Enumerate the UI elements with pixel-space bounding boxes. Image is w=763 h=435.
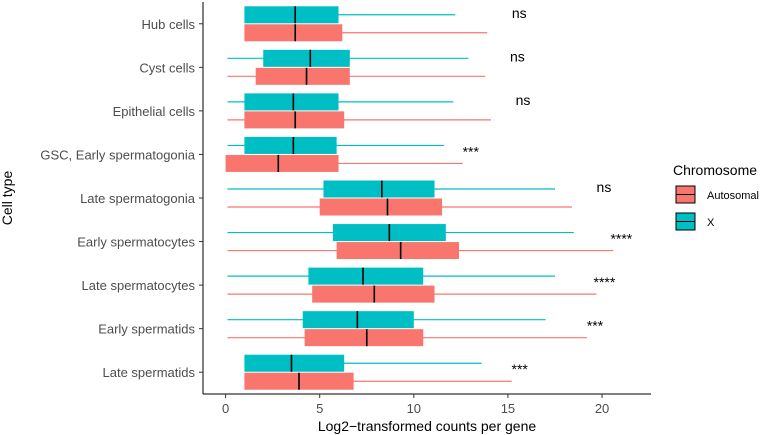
- significance-label: ****: [610, 231, 632, 247]
- significance-label: ns: [516, 92, 531, 108]
- autosomal-box: [244, 24, 343, 42]
- autosomal-box: [225, 154, 339, 172]
- significance-label: ***: [463, 143, 480, 159]
- y-tick-label: GSC, Early spermatogonia: [40, 147, 195, 162]
- autosomal-box: [312, 285, 435, 303]
- x-axis-title: Log2−transformed counts per gene: [318, 418, 537, 434]
- x-tick-label: 20: [595, 401, 609, 416]
- y-tick-label: Late spermatids: [103, 365, 196, 380]
- legend: Chromosome Autosomal X: [673, 162, 759, 231]
- significance-label: ns: [512, 5, 527, 21]
- x-tick-label: 0: [222, 401, 229, 416]
- x-tick-label: 15: [501, 401, 515, 416]
- x-box: [308, 267, 424, 285]
- x-box: [263, 49, 350, 67]
- x-tick-label: 5: [316, 401, 323, 416]
- legend-label-x: X: [707, 217, 715, 229]
- x-box: [244, 354, 345, 372]
- x-box: [244, 6, 339, 24]
- significance-label: ns: [597, 179, 612, 195]
- autosomal-box: [304, 329, 424, 347]
- significance-label: ns: [510, 48, 525, 64]
- y-tick-label: Early spermatocytes: [77, 235, 195, 250]
- y-axis-title: Cell type: [0, 171, 15, 226]
- legend-title: Chromosome: [673, 162, 757, 178]
- x-box: [302, 311, 414, 329]
- legend-label-autosomal: Autosomal: [707, 190, 759, 202]
- y-tick-label: Cyst cells: [139, 60, 195, 75]
- y-tick-label: Late spermatocytes: [82, 278, 196, 293]
- significance-label: ****: [594, 274, 616, 290]
- significance-label: ***: [512, 361, 529, 377]
- y-tick-label: Epithelial cells: [113, 104, 196, 119]
- autosomal-box: [336, 242, 459, 260]
- x-box: [323, 180, 435, 198]
- x-box: [244, 136, 337, 154]
- y-tick-label: Late spermatogonia: [80, 191, 196, 206]
- autosomal-box: [319, 198, 443, 216]
- significance-label: ***: [587, 318, 604, 334]
- x-box: [244, 93, 339, 111]
- y-tick-label: Early spermatids: [98, 322, 195, 337]
- autosomal-box: [244, 111, 345, 129]
- y-tick-label: Hub cells: [142, 17, 196, 32]
- autosomal-box: [255, 67, 350, 85]
- x-tick-label: 10: [407, 401, 421, 416]
